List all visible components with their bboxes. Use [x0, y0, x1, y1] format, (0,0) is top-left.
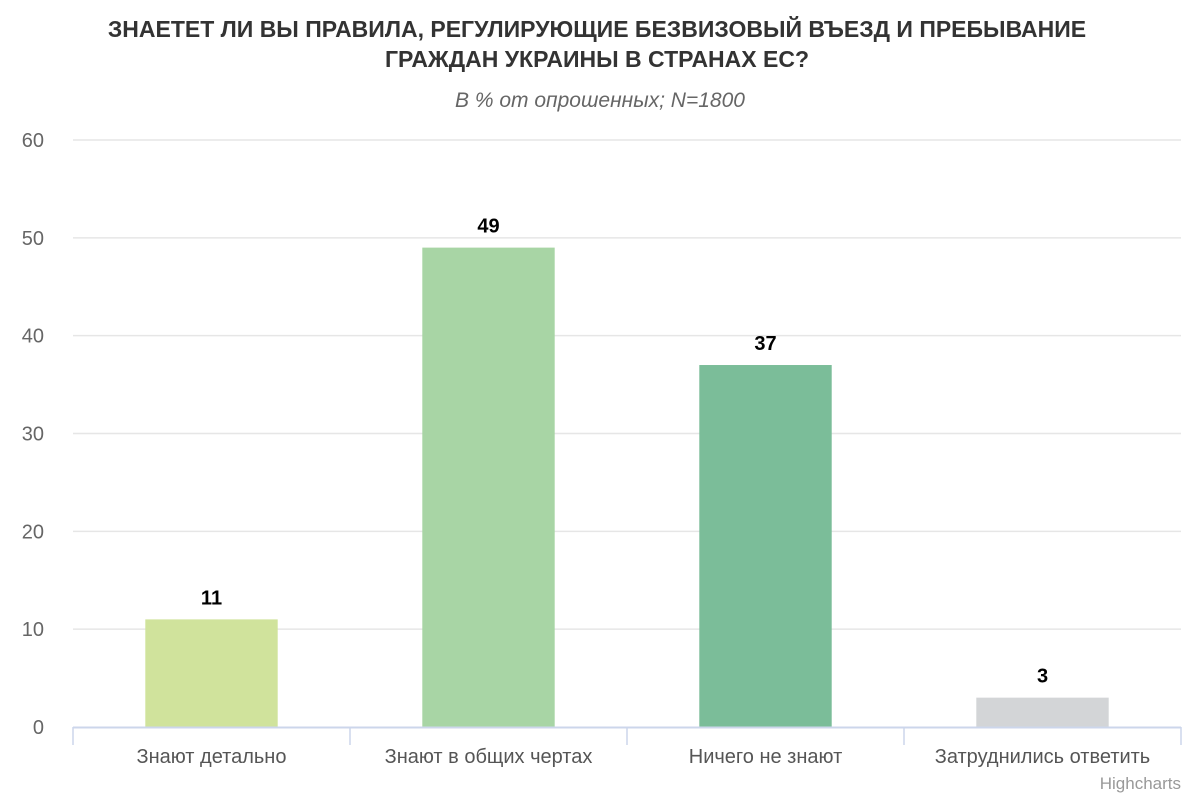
data-label: 49: [477, 216, 499, 238]
y-tick-label: 60: [22, 130, 44, 152]
chart-title-line-2: ГРАЖДАН УКРАИНЫ В СТРАНАХ ЕС?: [385, 46, 809, 72]
data-label: 37: [754, 333, 776, 355]
gridlines: [73, 139, 1181, 630]
chart-subtitle: В % от опрошенных; N=1800: [455, 89, 745, 112]
y-axis: 0 10 20 30 40 50 60: [22, 130, 44, 739]
bars: [145, 247, 1109, 727]
bar[interactable]: [145, 619, 278, 727]
data-label: 11: [201, 587, 222, 609]
y-tick-label: 50: [22, 228, 44, 250]
x-tick-label: Ничего не знают: [689, 746, 842, 768]
x-axis: Знают детально Знают в общих чертах Ничего…: [72, 726, 1182, 768]
bar[interactable]: [976, 697, 1109, 727]
x-tick-label: Затруднились ответить: [935, 746, 1150, 768]
x-tick-label: Знают в общих чертах: [385, 746, 593, 768]
y-tick-label: 30: [22, 424, 44, 446]
bar[interactable]: [699, 365, 832, 727]
y-tick-label: 10: [22, 619, 44, 641]
y-tick-label: 40: [22, 326, 44, 348]
data-labels: 11 49 37 3: [201, 216, 1048, 688]
credits-label[interactable]: Highcharts: [1100, 774, 1181, 793]
x-tick-label: Знают детально: [137, 746, 287, 768]
chart-title-line-1: ЗНАЕТЕТ ЛИ ВЫ ПРАВИЛА, РЕГУЛИРУЮЩИЕ БЕЗВ…: [108, 15, 1086, 42]
bar[interactable]: [422, 247, 555, 727]
data-label: 3: [1037, 666, 1048, 688]
y-tick-label: 20: [22, 521, 44, 543]
y-tick-label: 0: [33, 717, 44, 739]
